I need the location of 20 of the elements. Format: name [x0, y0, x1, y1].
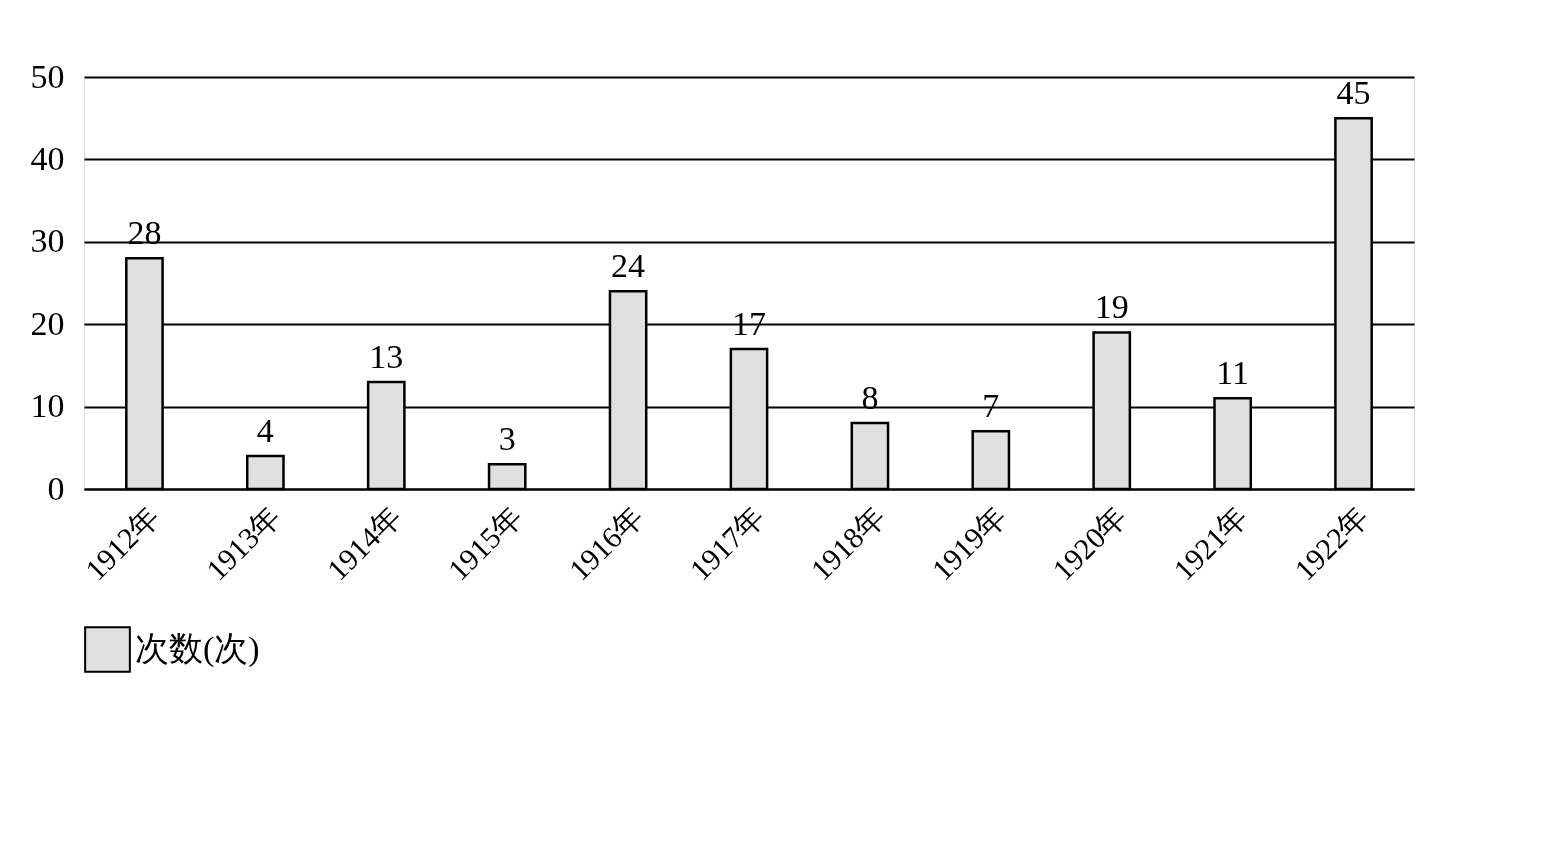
legend-label: 次数(次): [135, 629, 260, 668]
data-label: 24: [611, 247, 646, 285]
data-label: 3: [498, 420, 516, 458]
data-label: 19: [1094, 288, 1129, 326]
y-tick-label: 0: [47, 469, 65, 507]
x-tick-label: 1921年: [1166, 499, 1254, 587]
x-tick-label: 1920年: [1045, 499, 1133, 587]
y-tick-label: 30: [30, 222, 65, 260]
x-tick-label: 1919年: [925, 499, 1013, 587]
y-tick-label: 40: [30, 139, 65, 177]
data-label: 13: [369, 337, 404, 375]
data-label: 11: [1216, 354, 1250, 392]
x-tick-label: 1912年: [78, 499, 166, 587]
data-label: 4: [256, 412, 274, 450]
y-tick-label: 50: [30, 57, 65, 95]
data-label: 45: [1336, 74, 1371, 112]
x-tick-label: 1913年: [199, 499, 287, 587]
x-tick-label: 1922年: [1287, 499, 1375, 587]
y-tick-label: 20: [30, 304, 65, 342]
y-tick-label: 10: [30, 387, 65, 425]
